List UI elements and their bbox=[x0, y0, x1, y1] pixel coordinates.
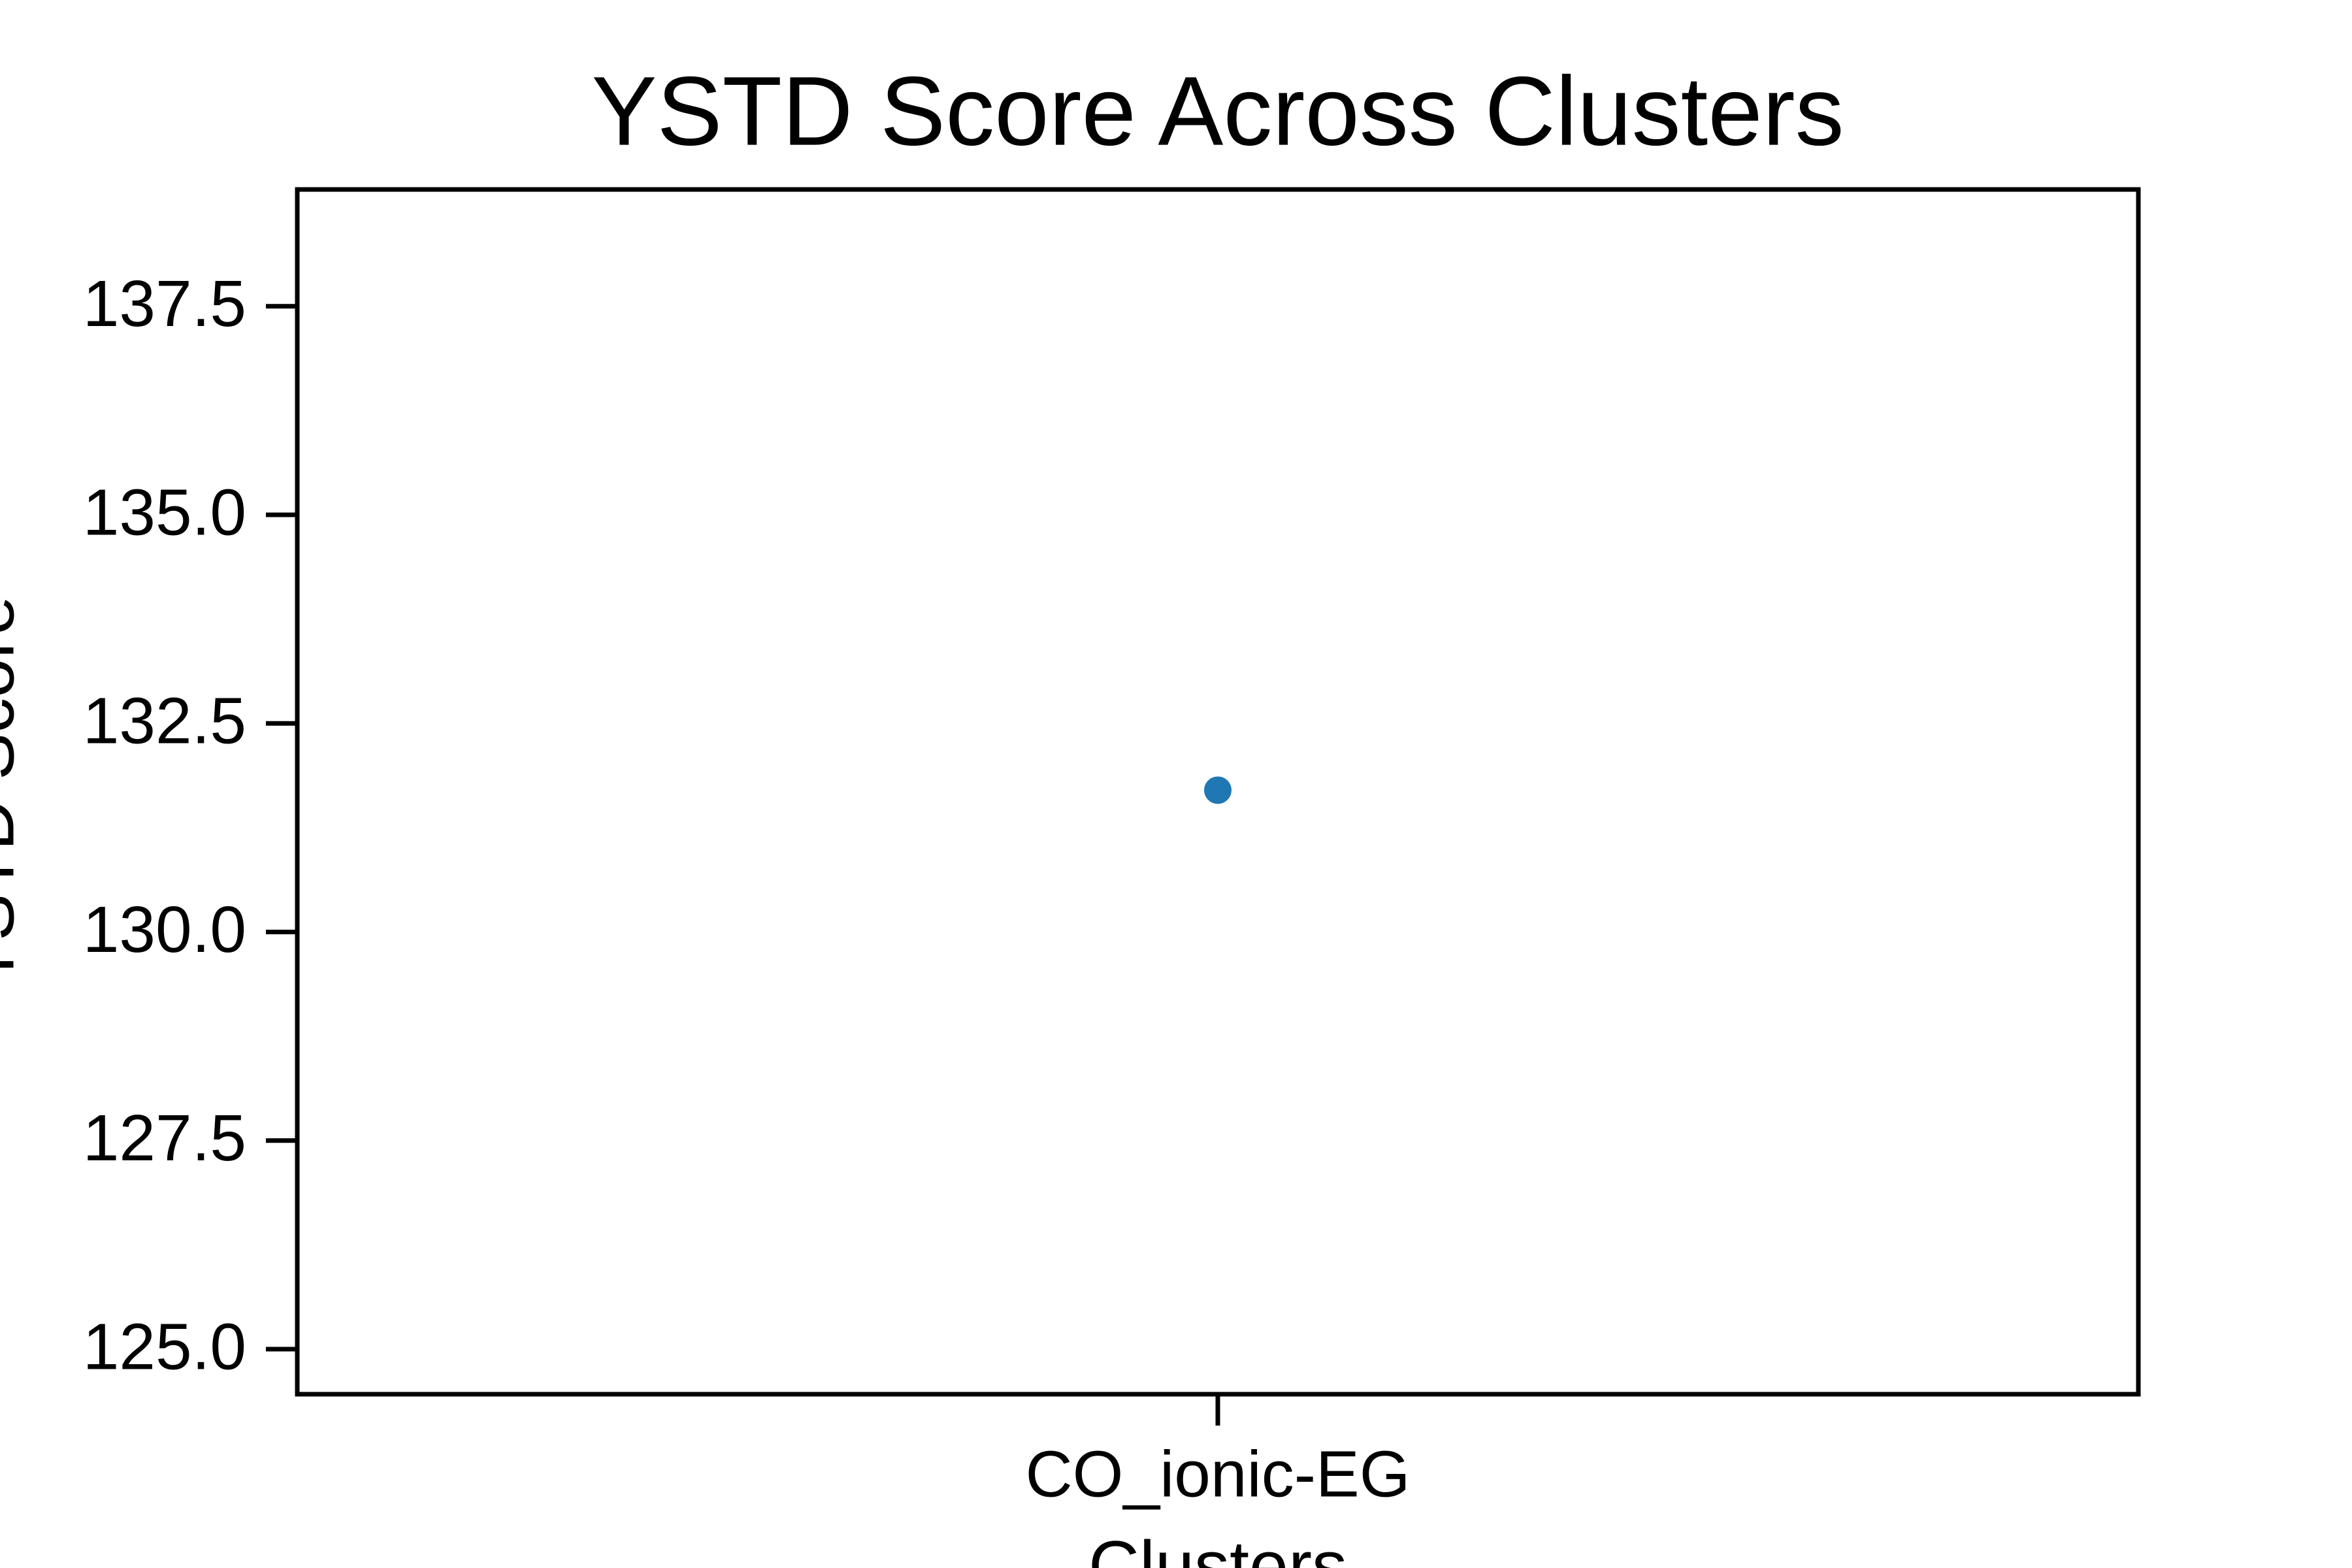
x-tick-label: CO_ionic-EG bbox=[1025, 1437, 1410, 1511]
y-tick-label: 127.5 bbox=[83, 1102, 246, 1175]
y-tick-label: 125.0 bbox=[83, 1310, 246, 1383]
y-tick-label: 137.5 bbox=[83, 267, 246, 340]
y-tick-label: 130.0 bbox=[83, 893, 246, 966]
y-tick-label: 135.0 bbox=[83, 476, 246, 549]
y-axis-label: YSTD Score bbox=[0, 596, 29, 988]
y-tick-label: 132.5 bbox=[83, 685, 246, 758]
x-axis-label: Clusters bbox=[1088, 1526, 1347, 1568]
chart-title: YSTD Score Across Clusters bbox=[591, 56, 1844, 166]
point bbox=[1204, 776, 1232, 804]
